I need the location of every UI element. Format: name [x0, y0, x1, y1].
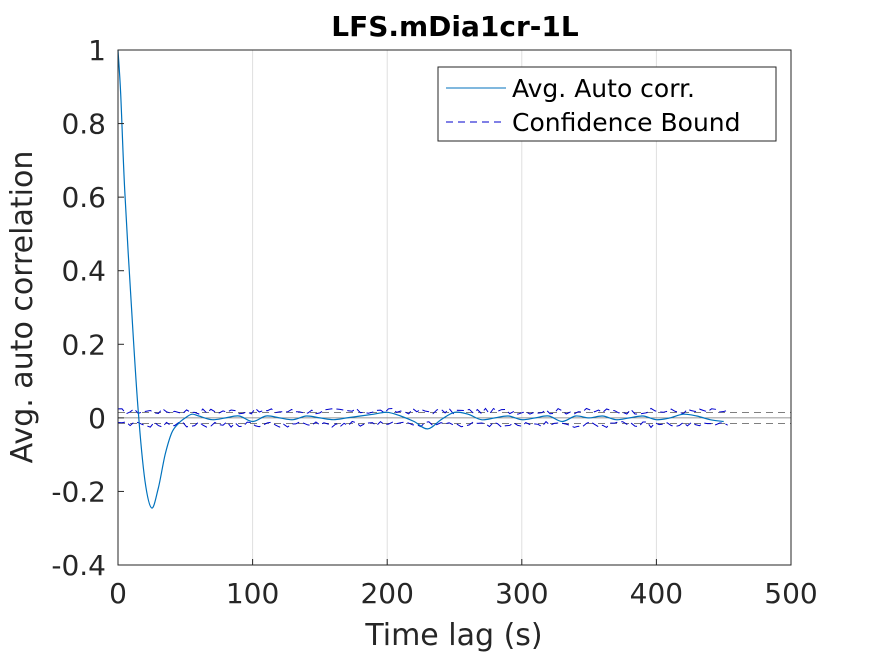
plot-series: [117, 49, 728, 509]
y-tick-label: -0.2: [51, 475, 106, 508]
y-tick-label: 1: [88, 34, 106, 67]
y-tick-label: 0.8: [61, 108, 106, 141]
legend-label-auto-corr: Avg. Auto corr.: [512, 74, 695, 103]
x-tick-label: 500: [764, 577, 817, 610]
x-axis-label: Time lag (s): [364, 618, 542, 653]
chart-title: LFS.mDia1cr-1L: [331, 10, 579, 43]
reference-lines: [118, 411, 791, 424]
x-tick-label: 0: [109, 577, 127, 610]
x-axis-ticks: 0 100 200 300 400 500: [109, 559, 818, 610]
auto-corr-line: [117, 49, 724, 509]
legend: Avg. Auto corr. Confidence Bound: [437, 66, 777, 142]
axes-box: [117, 49, 792, 566]
y-tick-label: 0.6: [61, 181, 106, 214]
y-axis-label: Avg. auto correlation: [5, 151, 40, 464]
x-tick-label: 200: [360, 577, 413, 610]
y-tick-label: 0.2: [61, 328, 106, 361]
y-axis-ticks: -0.4 -0.2 0 0.2 0.4 0.6 0.8 1: [51, 34, 124, 582]
y-tick-label: 0.4: [61, 255, 106, 288]
legend-box: [437, 66, 777, 142]
legend-label-confidence-bound: Confidence Bound: [512, 108, 741, 137]
confidence-bound-lower: [117, 420, 728, 429]
y-tick-label: -0.4: [51, 549, 106, 582]
x-tick-label: 100: [226, 577, 279, 610]
y-tick-label: 0: [88, 402, 106, 435]
confidence-bound-upper: [117, 407, 728, 415]
x-tick-label: 300: [495, 577, 548, 610]
x-tick-label: 400: [630, 577, 683, 610]
